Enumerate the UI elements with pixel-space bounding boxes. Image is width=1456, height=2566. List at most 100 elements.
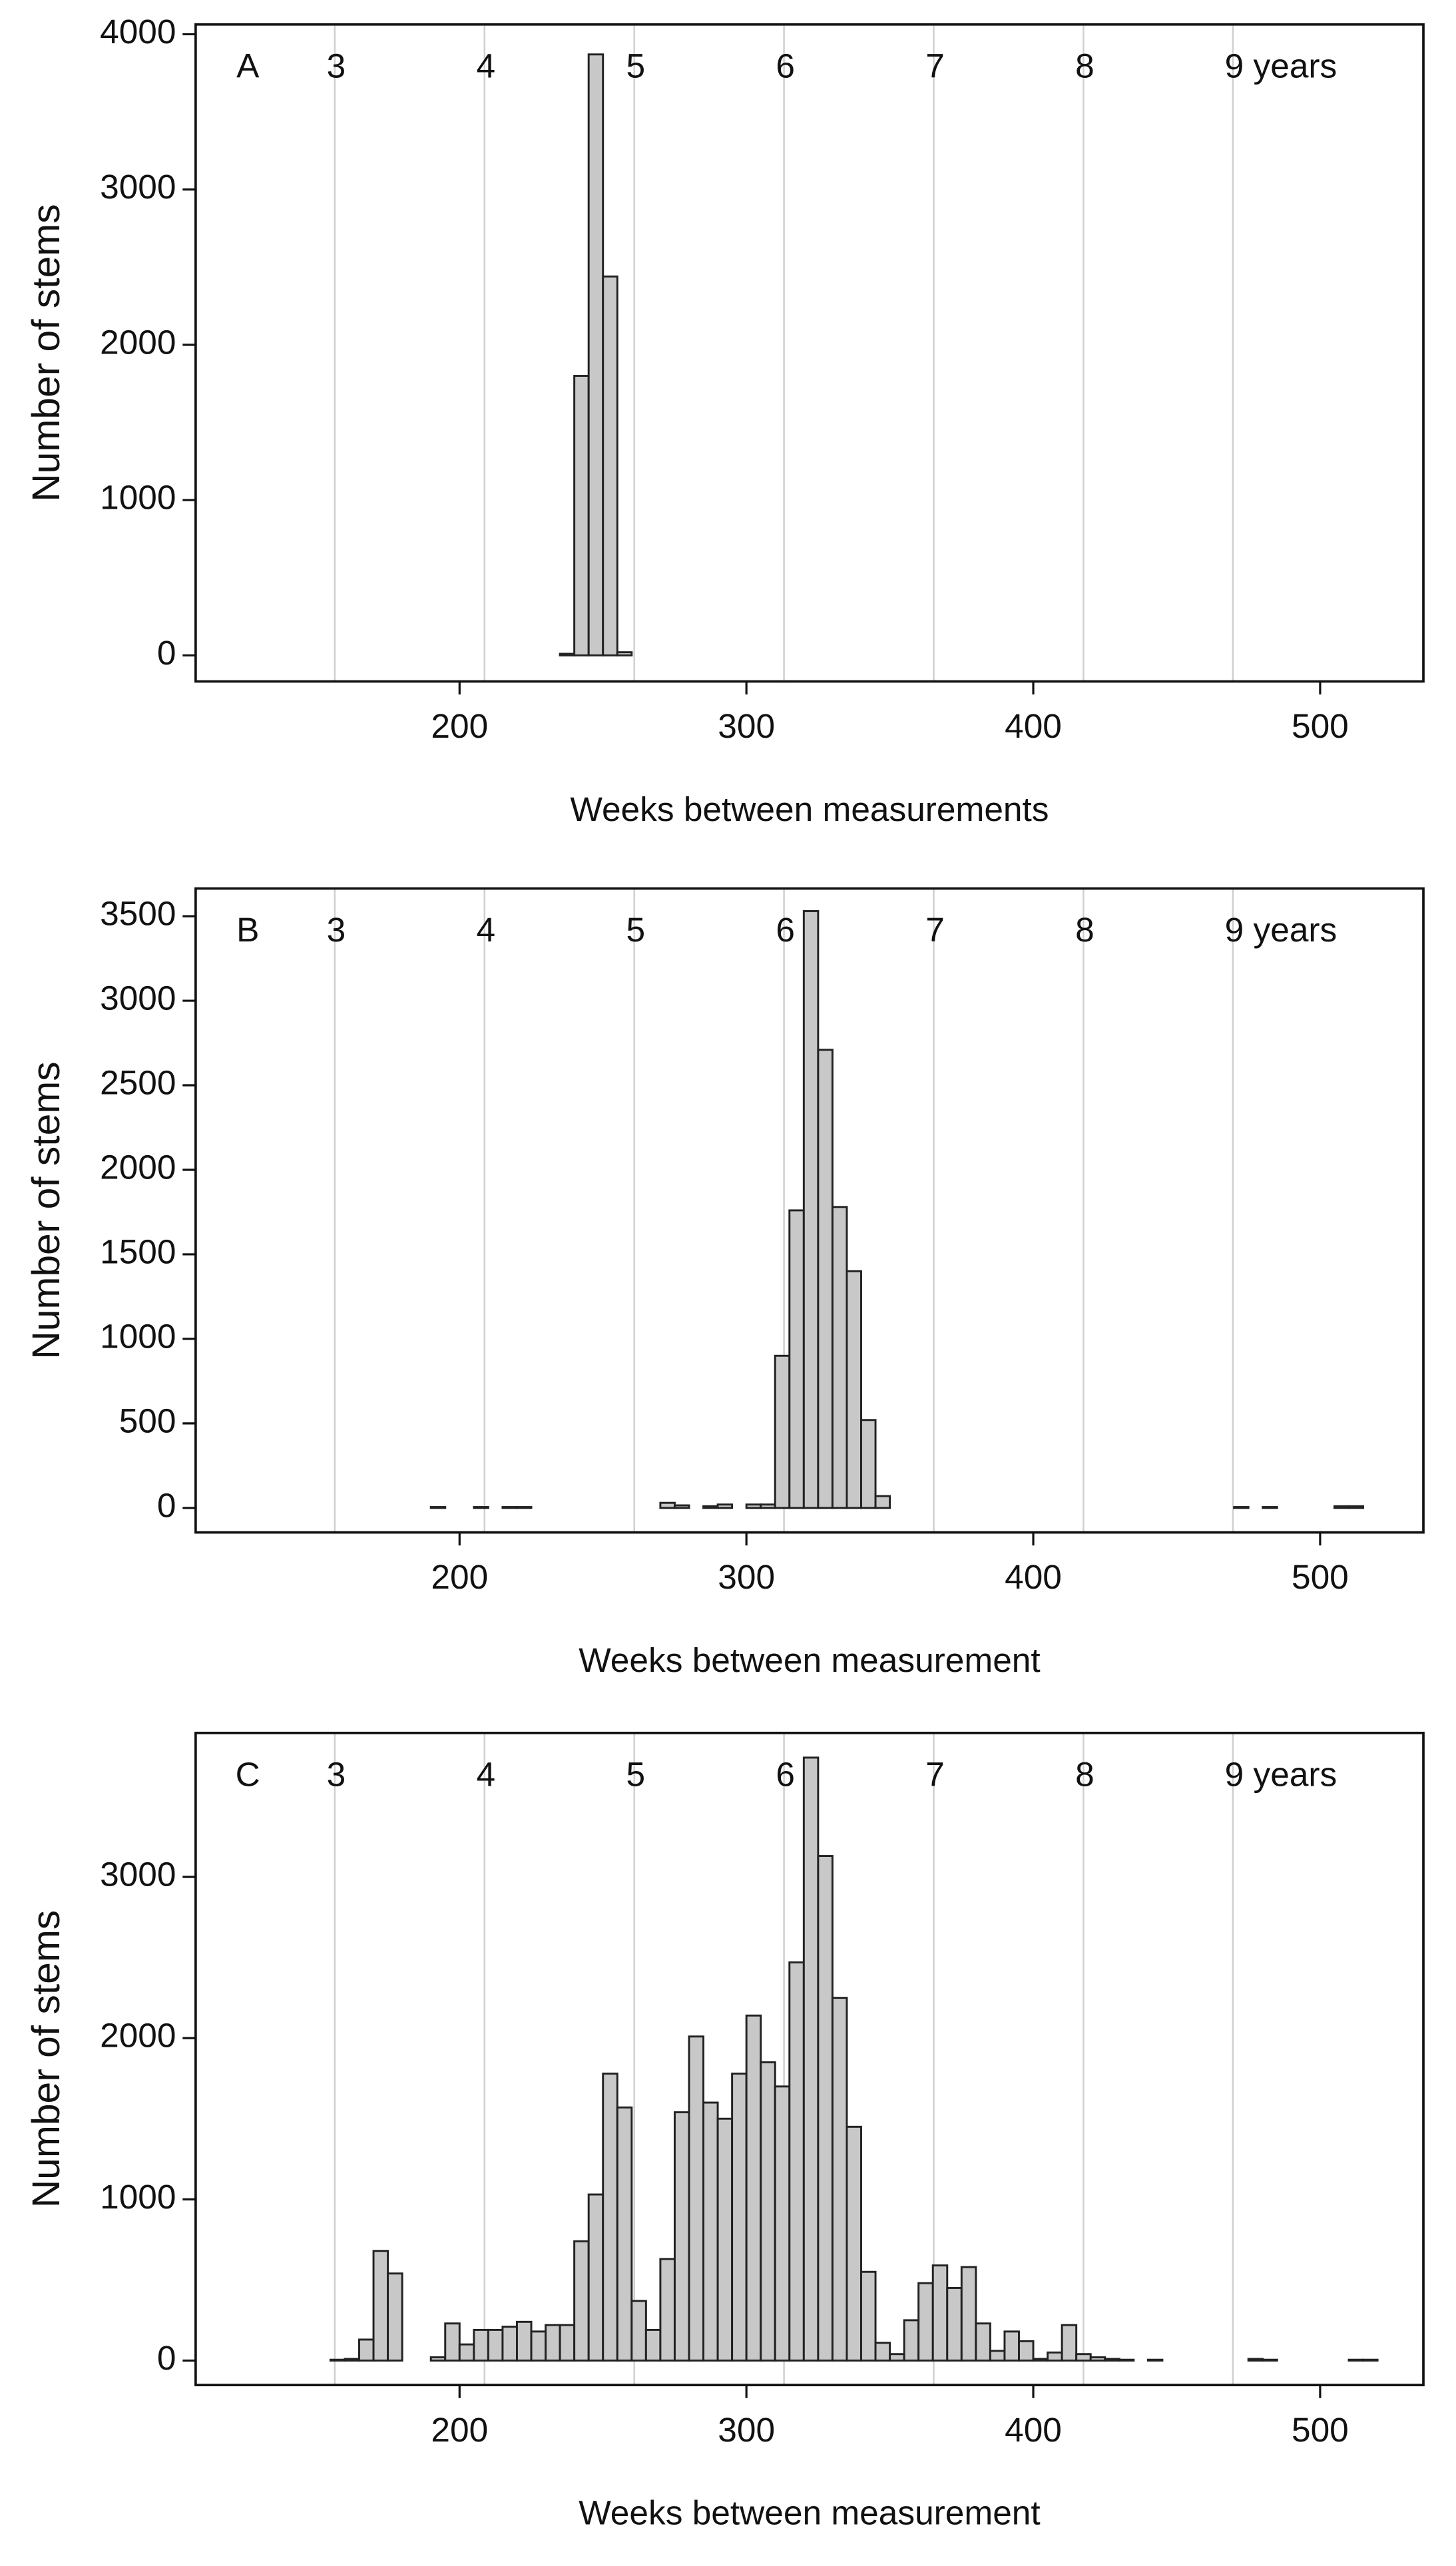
year-label: 4 [477, 910, 496, 949]
year-label: 3 [327, 46, 346, 85]
x-tick-label: 200 [431, 706, 488, 745]
y-tick-label: 1000 [100, 1316, 176, 1355]
bar [515, 1506, 533, 1509]
bar [846, 2125, 862, 2362]
bar [716, 1503, 734, 1509]
bar [1333, 1505, 1350, 1509]
y-tick-label: 3000 [100, 167, 176, 206]
bar [458, 2343, 475, 2362]
y-tick-label: 3500 [100, 894, 176, 933]
bar [889, 2353, 905, 2362]
bar [630, 2300, 647, 2362]
x-tick-label: 400 [1005, 1557, 1062, 1596]
year-label: 7 [925, 910, 945, 949]
bar [659, 1501, 676, 1509]
bar [1018, 2340, 1035, 2362]
bar [372, 2250, 389, 2362]
bar [960, 2266, 977, 2362]
bar [344, 2358, 360, 2362]
bar [831, 1206, 848, 1509]
bar [644, 2328, 662, 2362]
bar [1233, 1506, 1250, 1509]
bar [673, 1504, 690, 1509]
bar [702, 1505, 719, 1509]
bar [1104, 2358, 1120, 2362]
bar [473, 2328, 489, 2362]
bar [1262, 1506, 1278, 1509]
bar [487, 2328, 504, 2362]
bar [1003, 2330, 1020, 2362]
bar [788, 1209, 805, 1509]
y-tick-label: 2500 [100, 1063, 176, 1102]
year-label: 6 [776, 910, 795, 949]
bar [358, 2338, 375, 2362]
bar [501, 2326, 518, 2362]
panel-label: B [236, 910, 259, 949]
bar [602, 275, 618, 656]
panel: 3 4 5 6 7 8 9 years C 0 1000 2000 3000 200 300 400 500 W… [25, 1731, 1425, 2532]
y-tick-label: 2000 [100, 1148, 176, 1186]
year-label: 8 [1075, 1754, 1094, 1793]
x-tick-label: 200 [431, 2410, 488, 2449]
bar [802, 1756, 820, 2362]
bar [587, 2193, 605, 2362]
bar [573, 375, 590, 656]
year-label: 7 [925, 1754, 945, 1793]
y-axis-label: Number of stems [25, 1061, 68, 1359]
bar [760, 1503, 776, 1509]
bar [931, 2264, 949, 2362]
year-label: 6 [776, 46, 795, 85]
x-tick-label: 200 [431, 1557, 488, 1596]
bar [587, 53, 605, 656]
bar [817, 1855, 834, 2362]
bar [1347, 1505, 1365, 1509]
x-tick-label: 500 [1292, 2410, 1349, 2449]
year-label: 4 [477, 1754, 496, 1793]
y-axis-label: Number of stems [25, 1910, 68, 2208]
panel: 3 4 5 6 7 8 9 years A 0 1000 2000 3000 4000 200 300 400… [25, 12, 1425, 828]
bar [774, 2085, 791, 2362]
bar [530, 2330, 547, 2362]
x-axis-label: Weeks between measurement [579, 2493, 1040, 2532]
bar [1032, 2358, 1049, 2362]
bar [731, 2072, 748, 2362]
bar [903, 2319, 920, 2362]
plot-frame [194, 887, 1425, 1534]
bar [602, 2072, 618, 2362]
year-label: 9 years [1225, 1754, 1337, 1793]
y-tick-label: 1000 [100, 2177, 176, 2216]
year-label: 5 [626, 910, 645, 949]
bar [745, 2014, 762, 2362]
year-label: 5 [626, 1754, 645, 1793]
bar [975, 2322, 991, 2362]
bar [874, 2342, 891, 2362]
plot-frame [194, 23, 1425, 683]
y-tick-label: 3000 [100, 1855, 176, 1894]
year-label: 5 [626, 46, 645, 85]
y-tick-label: 0 [157, 2338, 176, 2377]
bar [716, 2117, 734, 2362]
bar [846, 1270, 862, 1509]
year-label: 8 [1075, 910, 1094, 949]
bar [616, 651, 633, 656]
year-label: 8 [1075, 46, 1094, 85]
year-label: 9 years [1225, 46, 1337, 85]
bar [429, 1506, 447, 1509]
x-tick-label: 300 [718, 2410, 775, 2449]
bar [659, 2258, 676, 2362]
bar [831, 1997, 848, 2362]
x-tick-label: 300 [718, 706, 775, 745]
y-tick-label: 0 [157, 1485, 176, 1524]
year-label: 6 [776, 1754, 795, 1793]
x-tick-label: 500 [1292, 706, 1349, 745]
bar [1089, 2356, 1106, 2362]
x-axis-label: Weeks between measurements [570, 790, 1049, 828]
bar [817, 1049, 834, 1509]
bar [1247, 2358, 1264, 2362]
panel-label: A [236, 46, 260, 85]
x-axis-label: Weeks between measurement [579, 1641, 1040, 1679]
x-tick-label: 300 [718, 1557, 775, 1596]
bar [989, 2350, 1006, 2362]
year-label: 7 [925, 46, 945, 85]
bar [1061, 2324, 1078, 2362]
